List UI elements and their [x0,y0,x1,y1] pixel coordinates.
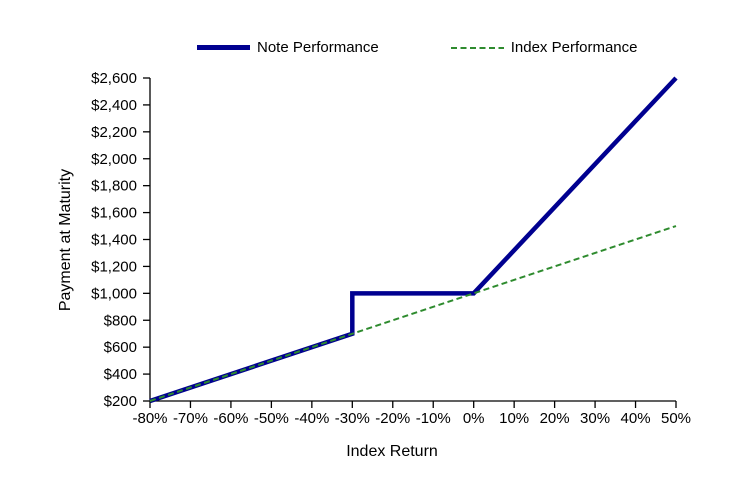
y-tick-label: $1,200 [91,258,137,275]
y-tick-label: $400 [104,366,137,383]
y-tick-label: $1,400 [91,232,137,249]
x-tick-label: 50% [661,410,691,427]
legend-item-note-performance: Note Performance [197,39,379,56]
y-tick-label: $1,600 [91,205,137,222]
y-tick-label: $200 [104,393,137,410]
y-tick-label: $1,800 [91,178,137,195]
x-tick-label: -20% [375,410,410,427]
y-tick-label: $2,200 [91,124,137,141]
x-tick-label: 20% [540,410,570,427]
x-tick-label: -40% [294,410,329,427]
x-tick-label: -70% [173,410,208,427]
x-tick-label: -60% [213,410,248,427]
series-line-note-performance [149,76,678,404]
x-tick-label: -80% [132,410,167,427]
y-axis-title: Payment at Maturity [57,168,74,312]
x-tick-label: 40% [621,410,651,427]
index-performance-line-swatch [450,46,504,49]
note-performance-line-swatch [197,45,250,50]
x-axis-title: Index Return [346,443,438,460]
legend: Note Performance Index Performance [197,39,638,56]
legend-label-note-performance: Note Performance [257,39,379,56]
y-tick-label: $800 [104,312,137,329]
y-tick-label: $2,000 [91,151,137,168]
legend-item-index-performance: Index Performance [450,39,638,56]
x-tick-label: 30% [580,410,610,427]
x-tick-label: 10% [499,410,529,427]
x-tick-label: -10% [416,410,451,427]
y-tick-label: $1,000 [91,285,137,302]
series-line-index-performance [149,225,677,402]
legend-label-index-performance: Index Performance [510,39,638,56]
x-tick-label: -50% [254,410,289,427]
y-tick-label: $2,400 [91,97,137,114]
x-tick-label: 0% [463,410,485,427]
y-tick-label: $600 [104,339,137,356]
x-tick-label: -30% [335,410,370,427]
y-tick-label: $2,600 [91,70,137,87]
